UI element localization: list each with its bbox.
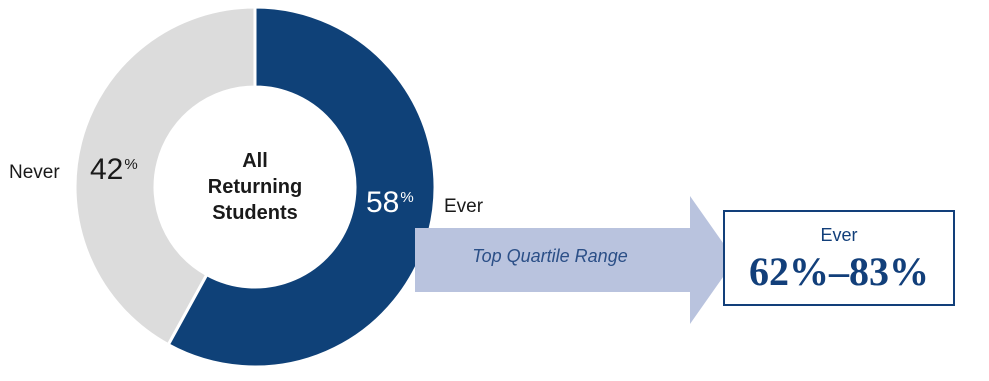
slice-label-ever: Ever [444,196,484,217]
range-value: 62%–83% [749,249,929,294]
callout-arrow [415,196,735,324]
donut-slice-never [73,5,257,347]
donut-slice-ever [166,5,437,369]
slice-value-never-number: 42 [90,153,124,186]
slice-label-never: Never [9,162,60,183]
slice-value-never: 42% [90,155,138,185]
donut-center-label: All Returning Students [170,148,340,226]
center-label-line-3: Students [212,202,298,224]
slice-value-ever-unit: % [400,189,414,206]
slice-value-never-unit: % [124,156,138,173]
range-heading: Ever [820,225,858,245]
center-label-line-2: Returning [207,176,303,198]
top-quartile-box: Ever 62%–83% [723,210,955,306]
slice-value-ever-number: 58 [366,186,400,219]
center-label-line-1: All [242,150,268,172]
slice-value-ever: 58% [366,188,414,218]
arrow-label: Top Quartile Range [472,246,628,266]
